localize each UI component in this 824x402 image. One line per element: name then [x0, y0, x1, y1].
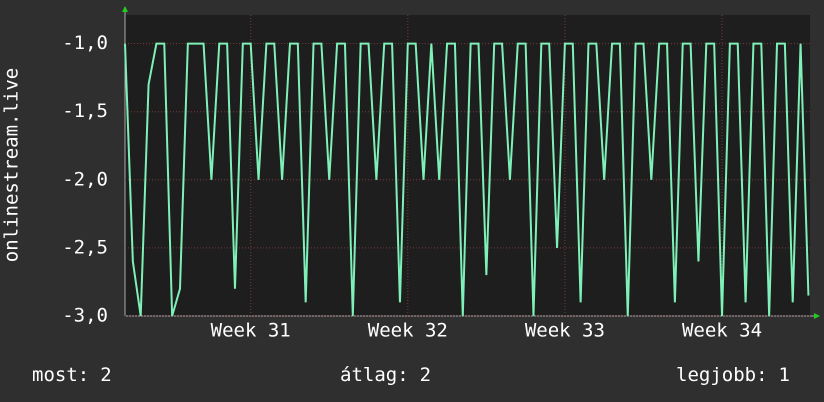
- legend-value: 2: [420, 364, 431, 386]
- legend-value: 2: [100, 364, 111, 386]
- legend-label: átlag:: [340, 364, 409, 386]
- x-tick-label: Week 31: [211, 320, 291, 342]
- x-tick-label: Week 34: [682, 320, 762, 342]
- y-tick-label: -2,5: [62, 236, 108, 258]
- axis-arrow: [122, 6, 128, 12]
- axis-arrow: [814, 313, 820, 319]
- x-tick-label: Week 33: [525, 320, 605, 342]
- legend-entry: átlag: 2: [340, 364, 431, 386]
- legend-label: most:: [32, 364, 89, 386]
- data-line: [124, 42, 810, 317]
- y-tick-label: -1,5: [62, 100, 108, 122]
- y-tick-label: -1,0: [62, 32, 108, 54]
- legend-entry: legjobb: 1: [676, 364, 790, 386]
- x-tick-label: Week 32: [368, 320, 448, 342]
- legend-entry: most: 2: [32, 364, 112, 386]
- y-tick-label: -2,0: [62, 168, 108, 190]
- legend-label: legjobb:: [676, 364, 768, 386]
- legend-value: 1: [779, 364, 790, 386]
- y-axis-title: onlinestream.live: [1, 68, 23, 262]
- y-tick-label: -3,0: [62, 305, 108, 327]
